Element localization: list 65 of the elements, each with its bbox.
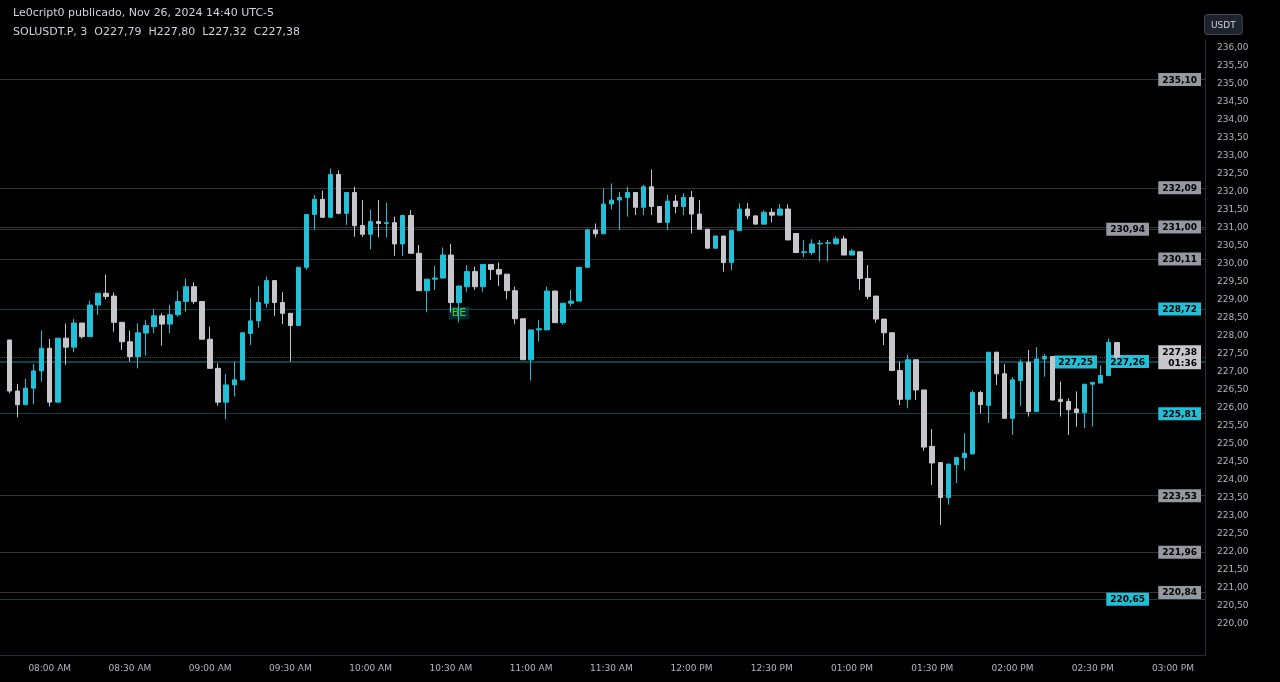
y-tick-label: 235,00 xyxy=(1217,78,1249,89)
y-tick-label: 232,50 xyxy=(1217,168,1249,179)
y-tick-label: 225,50 xyxy=(1217,419,1249,430)
ref-line-label: 228,72 xyxy=(1162,304,1197,315)
y-tick-label: 233,50 xyxy=(1217,132,1249,143)
x-tick-label: 10:00 AM xyxy=(349,662,393,673)
y-tick-label: 220,50 xyxy=(1217,599,1249,610)
y-tick-label: 229,00 xyxy=(1217,293,1249,304)
ref-line-label: 227,26 xyxy=(1110,356,1145,367)
x-tick-label: 01:00 PM xyxy=(831,662,873,673)
y-tick-label: 230,00 xyxy=(1217,257,1249,268)
x-tick-label: 11:00 AM xyxy=(509,662,553,673)
ref-line-label: 235,10 xyxy=(1162,74,1197,85)
y-axis-title: USDT xyxy=(1211,19,1237,30)
y-tick-label: 220,00 xyxy=(1217,617,1249,628)
y-tick-label: 224,00 xyxy=(1217,473,1249,484)
x-tick-label: 02:00 PM xyxy=(991,662,1034,673)
ref-line-label: 220,65 xyxy=(1110,594,1145,605)
ref-line-label: 221,96 xyxy=(1162,547,1197,558)
y-tick-label: 222,00 xyxy=(1217,545,1249,556)
chart-title: Le0cript0 publicado, Nov 26, 2024 14:40 UTC-5 xyxy=(13,6,275,19)
y-tick-label: 223,00 xyxy=(1217,509,1249,520)
x-tick-label: 08:00 AM xyxy=(28,662,72,673)
x-tick-label: 09:30 AM xyxy=(269,662,312,673)
ref-line-label: 223,53 xyxy=(1162,490,1197,501)
x-tick-label: 10:30 AM xyxy=(429,662,473,673)
x-tick-label: 12:00 PM xyxy=(670,662,713,673)
y-tick-label: 228,00 xyxy=(1217,329,1249,340)
y-tick-label: 226,50 xyxy=(1217,383,1249,394)
y-tick-label: 229,50 xyxy=(1217,275,1249,286)
y-tick-label: 227,00 xyxy=(1217,365,1249,376)
y-tick-label: 230,50 xyxy=(1217,240,1249,250)
y-tick-label: 234,50 xyxy=(1217,96,1249,107)
y-tick-label: 231,50 xyxy=(1217,204,1249,215)
y-tick-label: 223,50 xyxy=(1217,491,1249,502)
y-tick-label: 221,50 xyxy=(1217,563,1249,574)
x-tick-label: 09:00 AM xyxy=(188,662,232,673)
y-tick-label: 231,00 xyxy=(1217,222,1249,233)
y-tick-label: 235,50 xyxy=(1217,60,1249,71)
ref-line-label: 227,38 01:36 xyxy=(1162,346,1197,368)
y-tick-label: 236,00 xyxy=(1217,42,1249,53)
ref-line-label: 230,94 xyxy=(1110,224,1145,235)
chart-subtitle: SOLUSDT.P, 3 O227,79 H227,80 L227,32 C227,38 xyxy=(13,25,300,38)
x-tick-label: 01:30 PM xyxy=(911,662,954,673)
y-tick-label: 234,00 xyxy=(1217,114,1249,125)
y-tick-label: 224,50 xyxy=(1217,455,1249,466)
ref-line-label: 227,25 xyxy=(1058,356,1093,367)
y-tick-label: 221,00 xyxy=(1217,581,1249,592)
x-tick-label: 08:30 AM xyxy=(108,662,152,673)
y-tick-label: 228,50 xyxy=(1217,311,1249,322)
ref-line-label: 220,84 xyxy=(1162,587,1197,598)
x-tick-label: 03:00 PM xyxy=(1151,662,1194,673)
ref-line-label: 231,00 xyxy=(1162,222,1197,233)
y-tick-label: 233,00 xyxy=(1217,150,1249,161)
y-tick-label: 232,00 xyxy=(1217,186,1249,197)
y-tick-label: 226,00 xyxy=(1217,401,1249,412)
ref-line-label: 232,09 xyxy=(1162,182,1197,193)
y-tick-label: 222,50 xyxy=(1217,527,1249,538)
x-tick-label: 11:30 AM xyxy=(589,662,633,673)
ref-line-label: 230,11 xyxy=(1162,254,1197,265)
ref-line-label: 225,81 xyxy=(1162,408,1197,419)
y-tick-label: 227,50 xyxy=(1217,347,1249,358)
x-tick-label: 02:30 PM xyxy=(1071,662,1114,673)
x-tick-label: 12:30 PM xyxy=(750,662,793,673)
y-tick-label: 225,00 xyxy=(1217,437,1249,448)
